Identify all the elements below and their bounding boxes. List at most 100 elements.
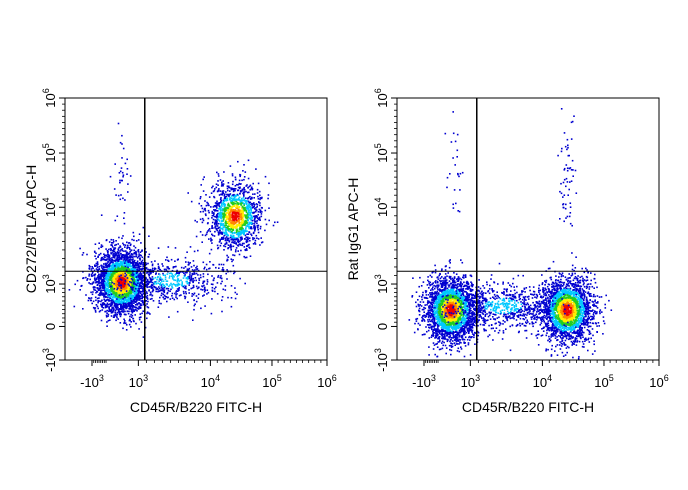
event-dot [168, 272, 171, 275]
event-dot [119, 264, 122, 266]
event-dot [121, 248, 124, 250]
event-dot [232, 208, 235, 211]
event-dot [227, 185, 230, 188]
event-dot [145, 280, 148, 283]
event-dot [95, 281, 97, 284]
event-dot [126, 283, 128, 286]
event-dot [117, 306, 119, 309]
event-dot [97, 280, 100, 283]
event-dot [214, 223, 216, 226]
event-dot [224, 233, 227, 236]
event-dot [248, 211, 250, 214]
event-dot [142, 283, 144, 285]
event-dot [139, 254, 142, 256]
event-dot [105, 276, 108, 279]
event-dot [128, 278, 130, 281]
event-dot [222, 226, 225, 229]
event-dot [200, 276, 202, 279]
event-dot [97, 307, 99, 310]
event-dot [191, 269, 194, 271]
event-dot [115, 277, 117, 279]
event-dot [253, 237, 256, 240]
event-dot [238, 211, 240, 213]
event-dot [177, 284, 180, 286]
event-dot [166, 292, 169, 294]
event-dot [243, 193, 245, 196]
event-dot [221, 280, 223, 283]
event-dot [101, 309, 104, 311]
event-dot [139, 265, 142, 268]
event-dot [112, 277, 114, 280]
event-dot [125, 276, 128, 278]
event-dot [158, 302, 161, 304]
event-dot [139, 291, 142, 293]
event-dot [129, 290, 132, 292]
event-dot [123, 284, 125, 287]
event-dot [254, 215, 256, 217]
event-dot [241, 207, 243, 210]
event-dot [169, 290, 171, 292]
event-dot [126, 265, 129, 267]
event-dot [106, 262, 108, 265]
event-dot [90, 273, 93, 276]
event-dot [109, 291, 112, 294]
event-dot [227, 202, 230, 205]
event-dot [121, 310, 124, 312]
event-dot [272, 224, 275, 227]
event-dot [210, 192, 213, 194]
event-dot [123, 309, 125, 311]
event-dot [158, 279, 161, 282]
event-dot [178, 294, 181, 297]
event-dot [186, 276, 189, 279]
event-dot [198, 202, 200, 205]
event-dot [91, 272, 94, 275]
event-dot [103, 295, 105, 297]
event-dot [201, 221, 204, 224]
event-dot [189, 278, 192, 281]
event-dot [211, 210, 214, 213]
event-dot [192, 277, 194, 280]
event-dot [117, 297, 119, 300]
event-dot [228, 218, 230, 221]
event-dot [220, 275, 222, 277]
event-dot [160, 294, 163, 297]
event-dot [112, 255, 114, 257]
event-dot [243, 246, 246, 248]
event-dot [249, 218, 251, 220]
event-dot [101, 279, 103, 282]
event-dot [195, 267, 197, 269]
event-dot [222, 201, 225, 204]
event-dot [243, 164, 245, 166]
event-dot [232, 180, 234, 183]
event-dot [223, 200, 226, 202]
event-dot [120, 272, 122, 275]
event-dot [238, 220, 240, 222]
event-dot [124, 310, 126, 313]
event-dot [140, 282, 143, 284]
event-dot [244, 234, 247, 237]
event-dot [140, 304, 143, 307]
event-dot [171, 285, 173, 288]
event-dot [124, 306, 127, 309]
event-dot [126, 282, 128, 285]
event-dot [128, 268, 130, 270]
event-dot [236, 240, 239, 242]
event-dot [230, 224, 232, 227]
event-dot [221, 183, 224, 186]
event-dot [120, 257, 123, 259]
event-dot [242, 219, 244, 221]
event-dot [233, 219, 235, 222]
event-dot [118, 254, 121, 256]
event-dot [107, 286, 110, 288]
event-dot [229, 245, 231, 248]
event-dot [243, 198, 246, 201]
event-dot [136, 284, 138, 286]
event-dot [131, 285, 134, 287]
event-dot [237, 232, 239, 234]
event-dot [134, 294, 136, 297]
event-dot [140, 321, 143, 323]
event-dot [239, 224, 241, 226]
event-dot [121, 263, 124, 265]
event-dot [142, 226, 145, 229]
event-dot [123, 290, 126, 292]
